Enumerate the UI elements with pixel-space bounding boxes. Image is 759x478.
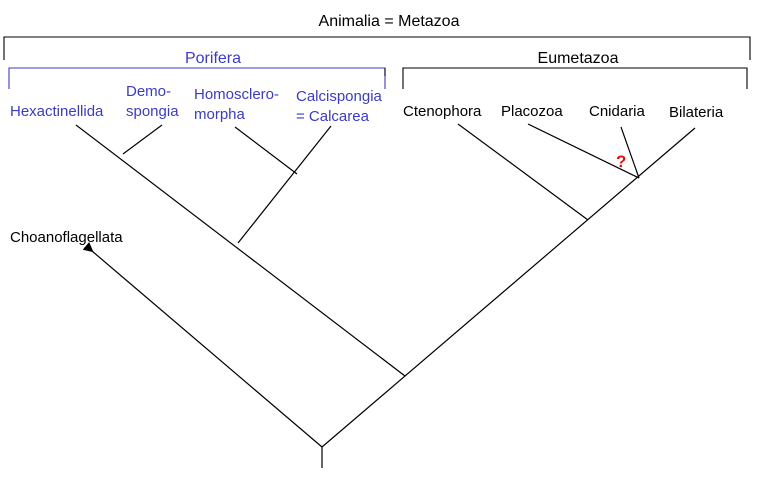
homoscleromorpha-branch xyxy=(234,126,298,175)
taxon-bilateria: Bilateria xyxy=(669,104,724,121)
eumetazoa-bracket xyxy=(402,67,748,89)
taxon-demospongia-line2: spongia xyxy=(126,103,179,120)
eumetazoa-stem xyxy=(321,127,696,448)
taxon-ctenophora: Ctenophora xyxy=(403,103,482,120)
placozoa-branch xyxy=(527,123,640,179)
taxon-calcispongia-line2: = Calcarea xyxy=(296,108,370,125)
porifera-stem xyxy=(75,124,406,377)
taxon-placozoa: Placozoa xyxy=(501,103,563,120)
cnidaria-branch xyxy=(620,126,640,179)
choanoflagellata-branch xyxy=(82,242,323,448)
homo-calci-stem xyxy=(237,125,332,244)
taxon-hexactinellida: Hexactinellida xyxy=(10,103,104,120)
eumetazoa-label: Eumetazoa xyxy=(538,50,619,67)
taxon-cnidaria: Cnidaria xyxy=(589,103,646,120)
animalia-bracket xyxy=(3,36,751,60)
taxon-homoscleromorpha-line2: morpha xyxy=(194,106,246,123)
diagram-title: Animalia = Metazoa xyxy=(319,13,460,30)
ctenophora-branch xyxy=(457,123,589,221)
taxon-demospongia-line1: Demo- xyxy=(126,83,171,100)
porifera-label: Porifera xyxy=(185,50,241,67)
taxon-calcispongia-line1: Calcispongia xyxy=(296,88,383,105)
demospongia-branch xyxy=(122,124,163,155)
taxon-choanoflagellata: Choanoflagellata xyxy=(10,229,123,246)
taxon-homoscleromorpha-line1: Homosclero- xyxy=(194,86,279,103)
porifera-bracket xyxy=(8,67,386,89)
uncertain-placement-mark: ? xyxy=(616,152,626,171)
